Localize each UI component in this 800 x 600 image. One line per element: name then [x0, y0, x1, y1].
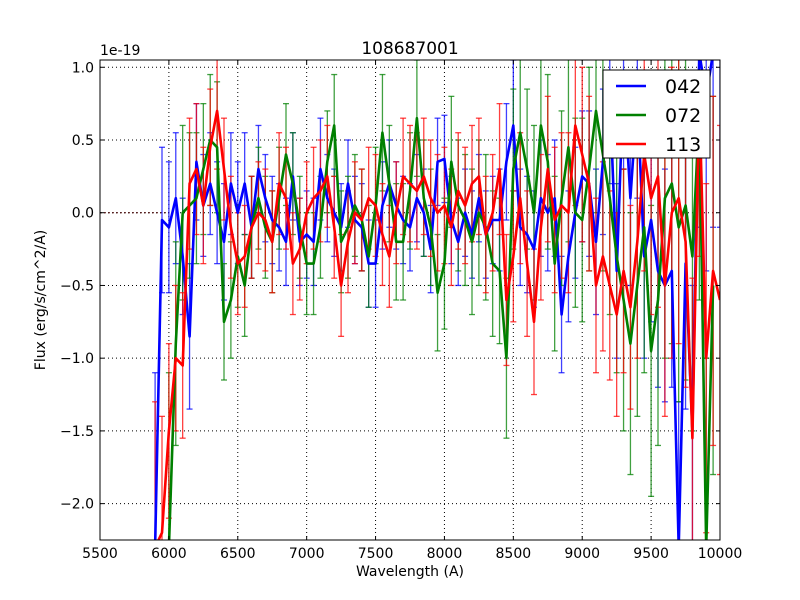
- series-line-113: [157, 95, 720, 540]
- chart-title: 108687001: [361, 39, 458, 59]
- y-tick-label: −1.0: [60, 351, 94, 367]
- series-line-072: [167, 109, 715, 540]
- axes-frame: [99, 59, 721, 541]
- x-axis-label: Wavelength (A): [356, 564, 464, 580]
- y-tick-label: −2.0: [60, 497, 94, 513]
- legend-label-072: 072: [665, 105, 701, 127]
- x-tick-label: 9000: [564, 546, 600, 562]
- y-tick-label: −1.5: [60, 424, 94, 440]
- x-tick-label: 5500: [82, 546, 118, 562]
- x-tick-label: 7500: [358, 546, 394, 562]
- y-tick-label: 1.0: [72, 60, 94, 76]
- y-offset-label: 1e-19: [100, 43, 140, 59]
- x-tick-label: 8000: [427, 546, 463, 562]
- y-tick-label: −0.5: [60, 278, 94, 294]
- legend-label-042: 042: [665, 76, 701, 98]
- legend: 042 072 113: [602, 69, 711, 159]
- y-tick-label: 0.0: [72, 206, 94, 222]
- ticks: 5500 6000 6500 7000 7500 8000 8500 9000 9500 1000…: [60, 60, 742, 562]
- x-tick-label: 6000: [151, 546, 187, 562]
- x-tick-label: 6500: [220, 546, 256, 562]
- x-tick-label: 8500: [496, 546, 532, 562]
- y-tick-label: 0.5: [72, 133, 94, 149]
- x-tick-label: 7000: [289, 546, 325, 562]
- x-tick-label: 9500: [633, 546, 669, 562]
- legend-label-113: 113: [665, 134, 701, 156]
- x-tick-label: 10000: [698, 546, 743, 562]
- y-axis-label: Flux (erg/s/cm^2/A): [33, 230, 49, 370]
- series-group: [152, 60, 720, 540]
